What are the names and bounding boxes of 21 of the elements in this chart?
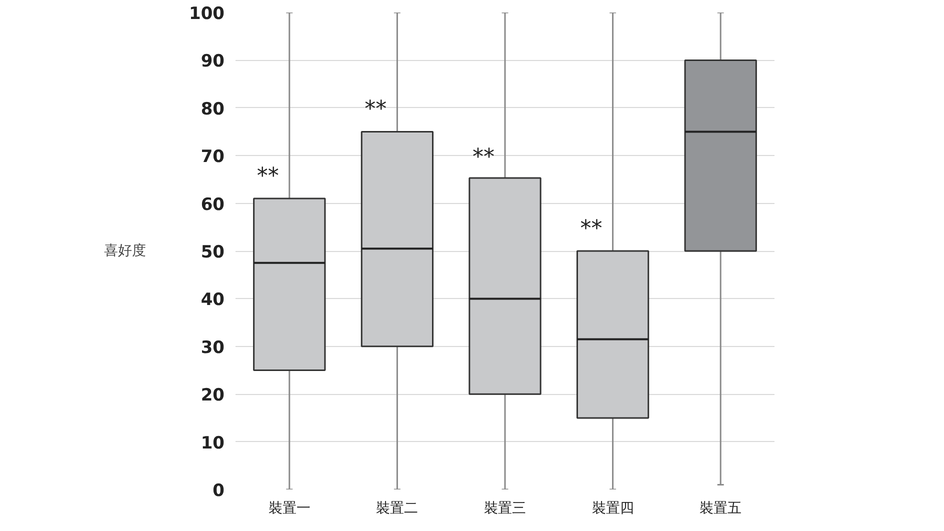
annotation: ** — [256, 164, 279, 189]
y-tick-label: 50 — [200, 242, 225, 262]
annotation: ** — [580, 216, 602, 242]
annotation: ** — [472, 144, 494, 170]
x-tick-label: 裝置一 — [268, 500, 310, 516]
y-axis-title: 喜好度 — [104, 243, 146, 259]
y-tick-label: 20 — [200, 386, 225, 406]
y-tick-label: 90 — [200, 52, 225, 72]
x-tick-label: 裝置三 — [484, 500, 526, 516]
x-tick-label: 裝置五 — [700, 500, 742, 516]
y-tick-label: 70 — [200, 147, 225, 168]
y-tick-label: 100 — [189, 4, 225, 24]
y-tick-label: 40 — [200, 290, 225, 310]
y-tick-label: 0 — [212, 481, 225, 501]
y-tick-label: 30 — [200, 338, 225, 358]
y-tick-label: 10 — [200, 433, 225, 454]
annotation: ** — [364, 97, 387, 122]
y-tick-label: 80 — [200, 99, 225, 120]
y-tick-label: 60 — [200, 194, 225, 215]
x-tick-label: 裝置四 — [592, 500, 634, 516]
x-tick-label: 裝置二 — [376, 500, 418, 516]
